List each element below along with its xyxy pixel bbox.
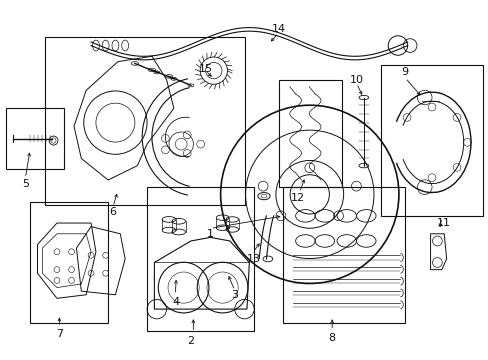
- Bar: [380, 65, 482, 216]
- Text: 15: 15: [198, 64, 212, 74]
- Bar: [6, 108, 64, 169]
- Text: 10: 10: [349, 75, 363, 85]
- Text: 6: 6: [109, 207, 116, 217]
- Bar: [283, 187, 405, 323]
- Text: 7: 7: [56, 329, 63, 339]
- Bar: [278, 80, 341, 187]
- Text: 9: 9: [401, 67, 408, 77]
- Text: 4: 4: [172, 297, 180, 307]
- Text: 14: 14: [271, 24, 285, 35]
- Text: 5: 5: [22, 179, 29, 189]
- Text: 13: 13: [247, 254, 261, 264]
- Text: 1: 1: [206, 229, 213, 239]
- Bar: [45, 37, 244, 205]
- Text: 8: 8: [328, 333, 335, 343]
- Bar: [147, 187, 254, 330]
- Text: 2: 2: [187, 336, 194, 346]
- Text: 12: 12: [290, 193, 305, 203]
- Text: 11: 11: [436, 218, 450, 228]
- Bar: [30, 202, 108, 323]
- Text: 3: 3: [231, 290, 238, 300]
